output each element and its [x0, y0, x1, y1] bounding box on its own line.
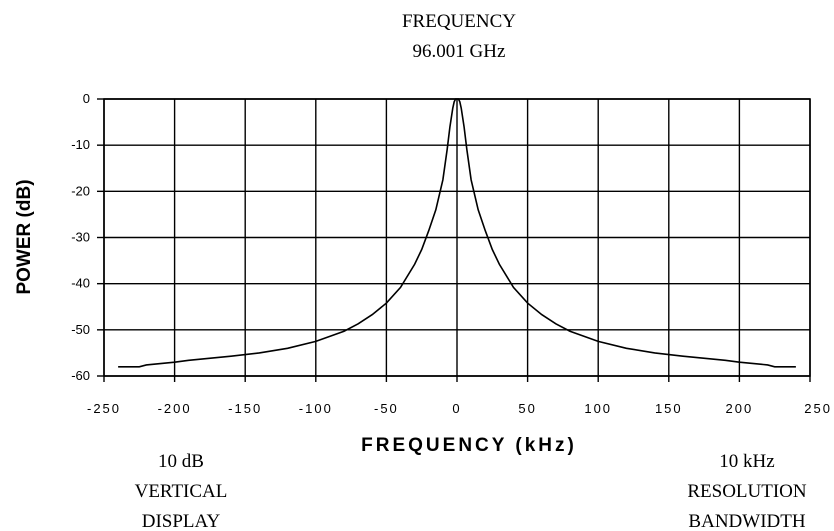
y-tick-label: 0 [83, 91, 90, 106]
note-right-line-3: BANDWIDTH [688, 511, 805, 531]
x-tick-label: 250 [804, 401, 832, 416]
y-tick-label: -20 [71, 183, 90, 198]
x-tick-label: 150 [655, 401, 683, 416]
series-layer [118, 98, 796, 368]
grid-layer [97, 98, 811, 382]
y-tick-label: -40 [71, 276, 90, 291]
y-tick-label: -30 [71, 230, 90, 245]
y-tick-label: -50 [71, 322, 90, 337]
y-axis-label: POWER (dB) [14, 179, 35, 294]
x-tick-label: -250 [87, 401, 121, 416]
note-right-line-1: 10 kHz [719, 451, 774, 472]
x-tick-label: -150 [228, 401, 262, 416]
x-tick-label: 0 [452, 401, 461, 416]
x-tick-label: 50 [518, 401, 536, 416]
chart-title-line-1: FREQUENCY [402, 11, 516, 32]
note-left-line-2: VERTICAL [135, 481, 228, 502]
x-tick-label: 200 [726, 401, 754, 416]
y-tick-label: -60 [71, 368, 90, 383]
x-tick-label: 100 [584, 401, 612, 416]
y-tick-labels: 0 -10 -20 -30 -40 -50 -60 [71, 91, 90, 383]
x-axis-label: FREQUENCY (kHz) [361, 435, 577, 456]
x-tick-labels: -250 -200 -150 -100 -50 0 50 100 150 200 250 [87, 401, 832, 416]
chart-title-line-2: 96.001 GHz [413, 41, 506, 62]
series-line [118, 98, 796, 368]
x-tick-label: -200 [158, 401, 192, 416]
x-tick-label: -50 [374, 401, 399, 416]
y-tick-label: -10 [71, 137, 90, 152]
note-left-line-3: DISPLAY [142, 511, 221, 531]
note-left-line-1: 10 dB [158, 451, 204, 472]
note-right-line-2: RESOLUTION [687, 481, 807, 502]
x-tick-label: -100 [299, 401, 333, 416]
